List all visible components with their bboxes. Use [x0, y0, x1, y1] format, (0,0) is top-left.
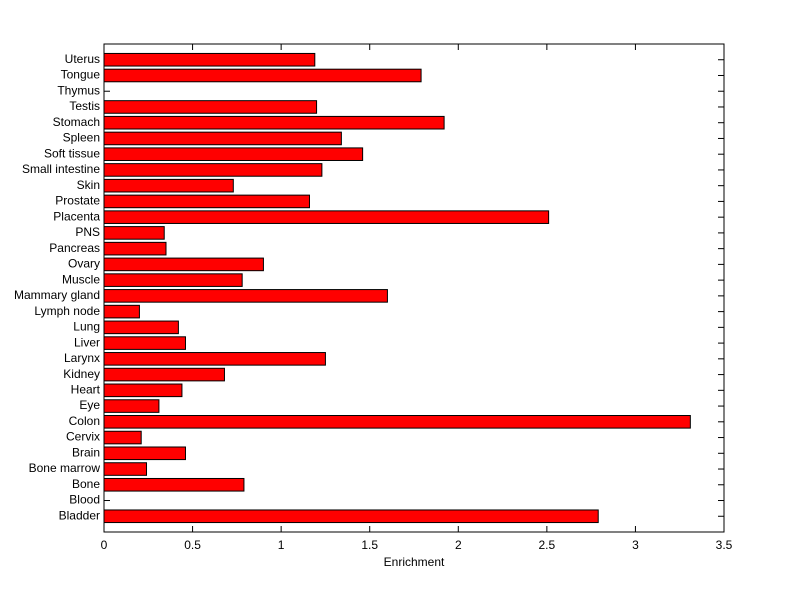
- y-tick-label: Prostate: [55, 194, 100, 208]
- y-tick-label: Small intestine: [22, 162, 100, 176]
- y-tick-label: Mammary gland: [14, 288, 100, 302]
- bar: [103, 415, 691, 429]
- y-tick-label: Blood: [69, 493, 100, 507]
- x-tick-label: 2: [455, 538, 462, 552]
- y-tick-label: Uterus: [65, 52, 100, 66]
- bar: [103, 430, 142, 445]
- bar: [103, 100, 318, 114]
- bar: [103, 257, 264, 272]
- bar: [103, 399, 160, 413]
- y-tick-label: Eye: [79, 398, 100, 412]
- bar: [103, 320, 179, 335]
- y-tick-label: Skin: [77, 178, 100, 192]
- bar: [103, 509, 599, 524]
- y-tick-label: Testis: [69, 99, 100, 113]
- y-tick-label: Bone marrow: [29, 461, 101, 475]
- y-tick-label: Thymus: [57, 83, 100, 97]
- bar: [103, 226, 165, 240]
- bar: [103, 210, 550, 224]
- x-tick-label: 1.5: [361, 538, 378, 552]
- y-tick-label: Cervix: [66, 430, 100, 444]
- bar: [103, 52, 316, 67]
- bar: [103, 336, 186, 350]
- bar: [103, 446, 186, 461]
- bar: [103, 462, 148, 476]
- bar: [103, 147, 364, 161]
- y-tick-label: Lymph node: [34, 304, 100, 318]
- x-tick-label: 2.5: [539, 538, 556, 552]
- y-tick-label: PNS: [75, 225, 100, 239]
- y-tick-label: Brain: [72, 445, 100, 459]
- y-tick-label: Bladder: [59, 508, 100, 522]
- x-tick-label: 0: [101, 538, 108, 552]
- y-tick-label: Larynx: [64, 351, 100, 365]
- bar: [103, 178, 234, 193]
- bar: [103, 241, 167, 256]
- x-tick-label: 0.5: [184, 538, 201, 552]
- y-tick-label: Soft tissue: [44, 146, 100, 160]
- bar: [103, 68, 422, 83]
- y-tick-label: Pancreas: [49, 241, 100, 255]
- bar: [103, 383, 183, 398]
- x-tick-label: 3: [632, 538, 639, 552]
- y-tick-label: Muscle: [62, 272, 100, 286]
- bar: [103, 131, 342, 146]
- bar: [103, 194, 310, 209]
- bar: [103, 163, 323, 177]
- y-tick-label: Tongue: [61, 68, 101, 82]
- bar: [103, 115, 445, 130]
- y-tick-label: Spleen: [63, 131, 100, 145]
- y-tick-label: Bone: [72, 477, 100, 491]
- x-tick-label: 3.5: [716, 538, 733, 552]
- bar: [103, 304, 140, 319]
- bar: [103, 352, 326, 366]
- y-tick-label: Stomach: [53, 115, 100, 129]
- y-tick-label: Kidney: [63, 367, 100, 381]
- y-tick-label: Liver: [74, 335, 100, 349]
- y-tick-label: Lung: [73, 320, 100, 334]
- bar: [103, 367, 225, 382]
- bar: [103, 477, 245, 492]
- y-tick-label: Heart: [71, 382, 101, 396]
- y-tick-label: Colon: [69, 414, 100, 428]
- bar: [103, 289, 388, 303]
- y-tick-label: Placenta: [53, 209, 100, 223]
- y-tick-label: Ovary: [68, 257, 100, 271]
- x-axis-label: Enrichment: [384, 555, 445, 569]
- bar: [103, 273, 243, 287]
- x-tick-label: 1: [278, 538, 285, 552]
